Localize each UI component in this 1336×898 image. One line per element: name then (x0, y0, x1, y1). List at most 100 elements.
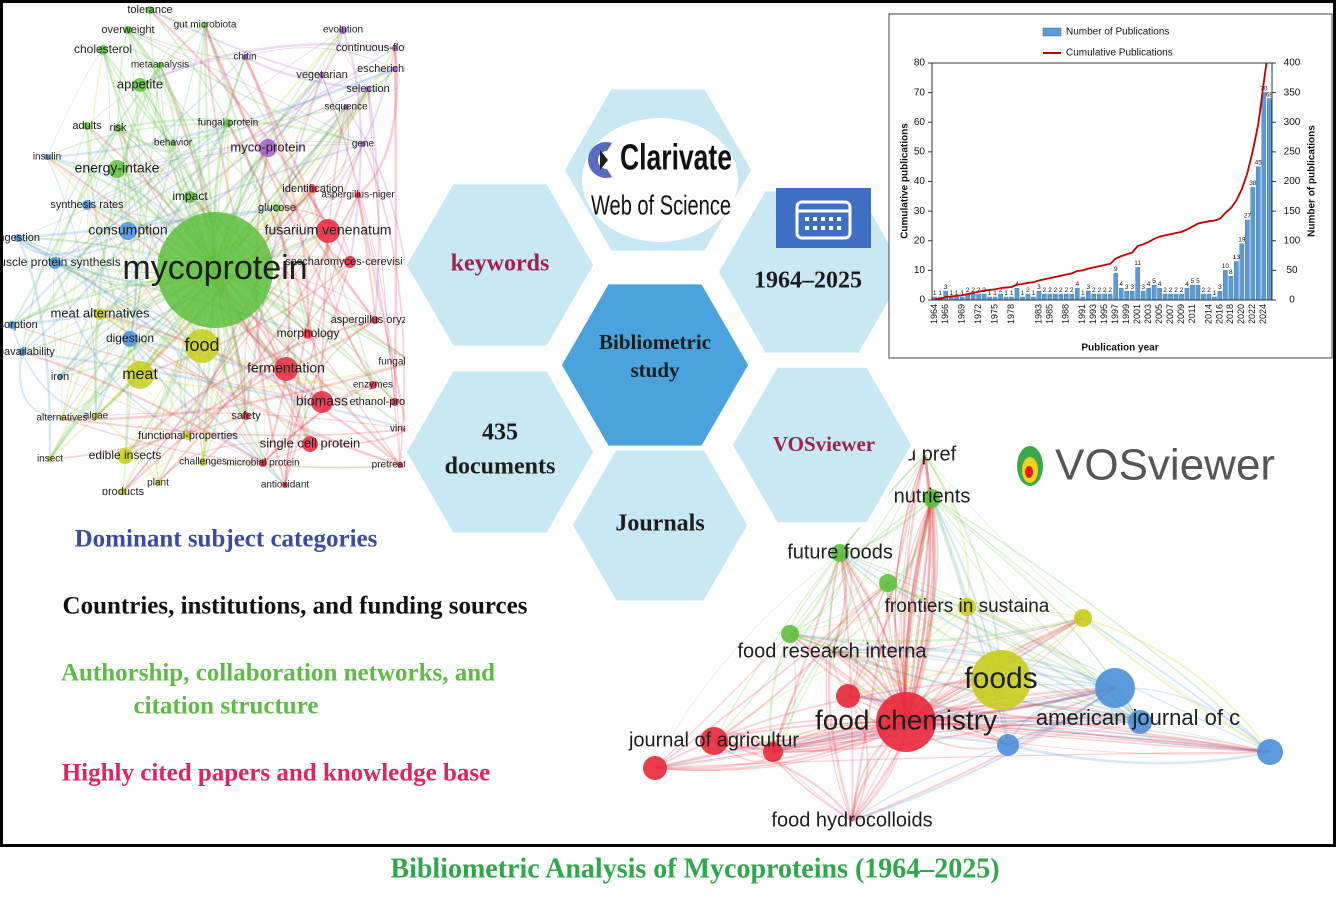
link (321, 74, 396, 403)
node (155, 480, 161, 486)
link (226, 122, 324, 403)
link (127, 29, 278, 209)
link (713, 679, 1002, 742)
node (1257, 739, 1283, 765)
x-tick-label: 2024 (1258, 304, 1268, 324)
link (393, 47, 398, 403)
bar-value-label: 4 (1147, 281, 1151, 288)
bar (1261, 92, 1267, 301)
node-label: nutrients (894, 485, 971, 507)
link (905, 499, 939, 723)
link (966, 606, 1139, 720)
logo-text: VOSviewer (1055, 441, 1275, 490)
bar-value-label: 2 (1174, 287, 1178, 294)
bar (1135, 267, 1140, 301)
node-label: ethanol-production (349, 396, 440, 408)
bar-value-label: 1 (1081, 290, 1085, 297)
link (772, 454, 926, 753)
y-tick-label: 40 (914, 176, 926, 187)
bar-value-label: 2 (1059, 287, 1063, 294)
node-label: plant (147, 478, 169, 489)
bar-value-label: 3 (944, 284, 948, 291)
link (654, 721, 907, 771)
bar-value-label: 4 (1119, 281, 1123, 288)
bar (1223, 270, 1228, 301)
bar (1025, 293, 1031, 301)
link (772, 633, 797, 753)
link (1082, 617, 1271, 753)
node (259, 139, 277, 157)
node (392, 45, 398, 51)
node (311, 391, 333, 413)
bar-value-label: 3 (1141, 284, 1145, 291)
link (713, 606, 968, 742)
link (931, 496, 1084, 619)
x-tick-label: 1995 (1099, 304, 1109, 324)
node (59, 415, 65, 421)
node-label: adults (72, 120, 102, 132)
node (146, 6, 154, 14)
node (1128, 710, 1152, 734)
link (94, 338, 132, 417)
link (713, 454, 926, 742)
bar-value-label: 1 (960, 290, 964, 297)
node-label: products (102, 486, 145, 498)
link (931, 496, 1271, 753)
node (360, 141, 366, 147)
link (102, 49, 131, 232)
link (61, 64, 161, 419)
bar-value-label: 2 (1103, 287, 1107, 294)
bar-value-label: 2 (1169, 287, 1173, 294)
link (187, 47, 396, 437)
node (879, 574, 897, 592)
node-label: microbial protein (226, 458, 299, 469)
link (129, 338, 401, 466)
link (905, 721, 1271, 755)
bar (1069, 293, 1075, 301)
node (392, 66, 398, 72)
link (847, 606, 968, 697)
bar (1151, 284, 1157, 301)
link (61, 417, 401, 469)
link (362, 143, 405, 466)
link (95, 412, 405, 430)
bar-value-label: 1 (993, 290, 997, 297)
bar-value-label: 3 (1125, 284, 1129, 291)
link (139, 362, 405, 389)
node-label: iron (51, 371, 69, 383)
calendar-icon (829, 226, 833, 230)
node (82, 200, 92, 210)
x-tick-label: 2003 (1143, 304, 1153, 324)
bar (1206, 293, 1212, 301)
node (122, 331, 138, 347)
link (847, 695, 869, 822)
y2-tick-label: 350 (1284, 87, 1301, 98)
clarivate-icon (588, 142, 612, 179)
link (86, 49, 111, 206)
link (127, 147, 269, 233)
link (54, 262, 323, 403)
node (836, 684, 860, 708)
link (243, 56, 310, 335)
node (282, 482, 288, 488)
link (839, 552, 1271, 753)
bar (1129, 290, 1135, 301)
link (122, 319, 376, 493)
calendar-icon (805, 217, 809, 221)
node (98, 45, 108, 55)
node-label: pretreatment (372, 460, 429, 471)
link (789, 633, 1002, 681)
node (319, 72, 325, 78)
y2-tick-label: 300 (1284, 117, 1301, 128)
link (904, 499, 934, 723)
node (303, 329, 313, 339)
bar (1047, 293, 1053, 301)
bar (1184, 287, 1190, 301)
bar (1107, 293, 1113, 301)
hexagon-label: VOSviewer (773, 432, 875, 456)
bar (1102, 293, 1108, 301)
node-label: food research interna (737, 640, 927, 662)
link (54, 29, 344, 264)
calendar-icon (821, 217, 825, 221)
calendar-icon (837, 217, 841, 221)
